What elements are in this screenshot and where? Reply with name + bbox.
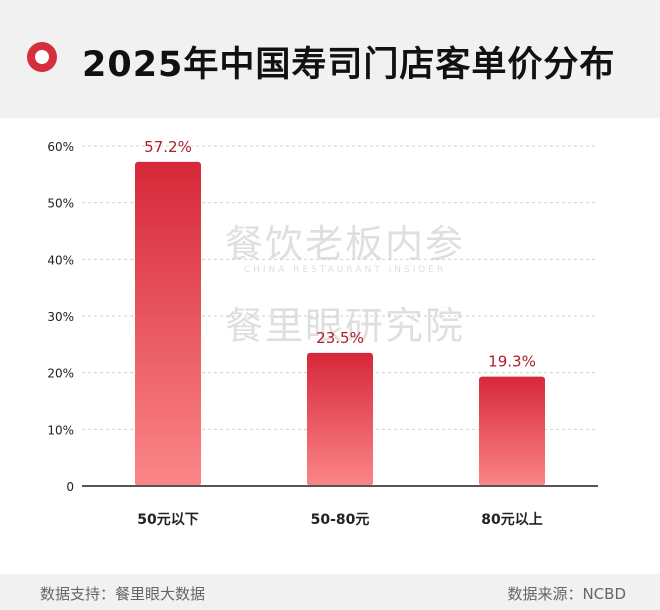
bar-3 — [479, 376, 545, 486]
y-tick-label: 60% — [47, 140, 74, 154]
bar-2 — [307, 352, 373, 486]
y-tick-label: 40% — [47, 253, 74, 267]
x-axis-ticks: 50元以下 50-80元 80元以上 — [137, 512, 542, 528]
watermark-line-3: 餐里眼研究院 — [224, 304, 465, 348]
x-tick-label: 50-80元 — [311, 512, 370, 528]
footer-band — [0, 574, 660, 610]
watermark-line-2: CHINA RESTAURANT INSIDER — [243, 265, 447, 275]
bar-1 — [135, 161, 201, 486]
y-axis-ticks: 0 10% 20% 30% 40% 50% 60% — [47, 140, 74, 494]
y-tick-label: 50% — [47, 197, 74, 211]
x-tick-label: 80元以上 — [481, 512, 542, 528]
y-tick-label: 10% — [47, 423, 74, 437]
value-label: 57.2% — [144, 138, 192, 156]
value-label: 19.3% — [488, 353, 536, 371]
page-title: 2025年中国寿司门店客单价分布 — [82, 45, 616, 85]
target-icon — [27, 42, 57, 72]
y-tick-label: 30% — [47, 310, 74, 324]
bar-chart: 0 10% 20% 30% 40% 50% 60% 57.2% 23.5% 19.3% 50元以… — [47, 138, 598, 528]
y-tick-label: 20% — [47, 367, 74, 381]
footer-data-source: 数据来源：NCBD — [507, 585, 626, 603]
x-tick-label: 50元以下 — [137, 512, 198, 528]
bars — [135, 161, 545, 486]
y-tick-label: 0 — [66, 480, 74, 494]
watermark-line-1: 餐饮老板内参 — [224, 222, 465, 266]
value-label: 23.5% — [316, 329, 364, 347]
header-band — [0, 0, 660, 118]
value-labels: 57.2% 23.5% 19.3% — [144, 138, 536, 371]
footer-data-support: 数据支持：餐里眼大数据 — [40, 585, 206, 603]
